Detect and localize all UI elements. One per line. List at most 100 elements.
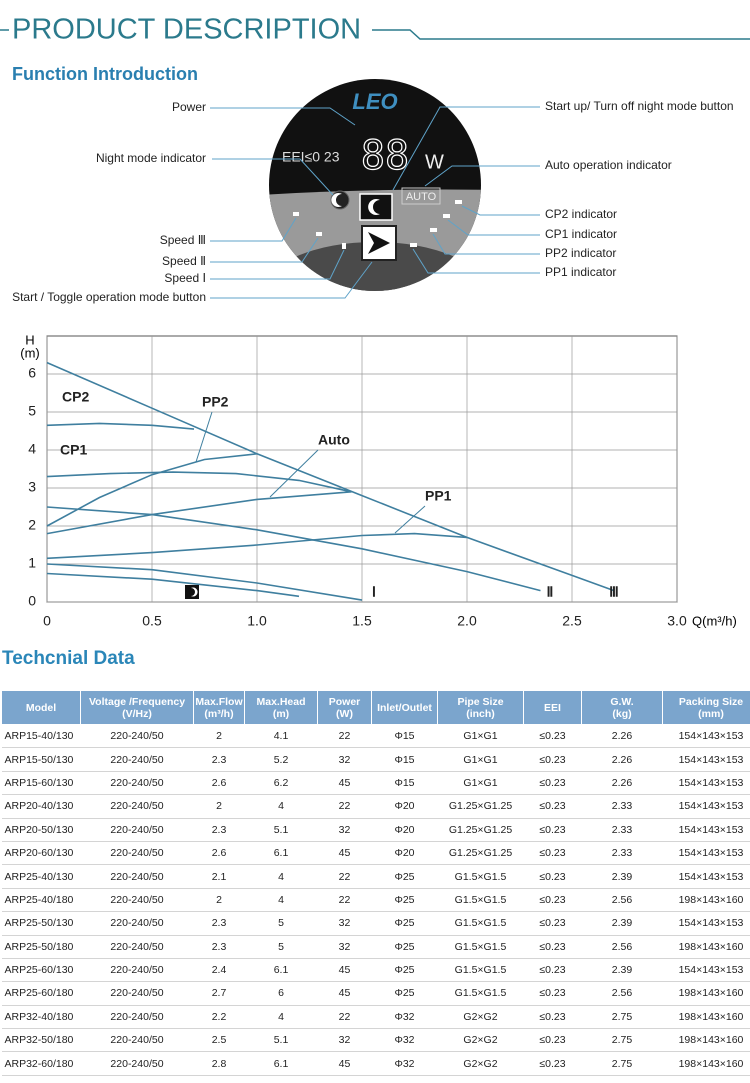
column-header: EEI: [523, 690, 582, 725]
table-cell: ≤0.23: [523, 747, 582, 772]
table-cell: Φ20: [371, 841, 438, 866]
table-cell: G1×G1: [437, 724, 524, 749]
title-rule: [372, 29, 750, 40]
header-text: G.W.: [610, 695, 634, 708]
table-cell: 220-240/50: [80, 1028, 194, 1053]
curve-label: Ⅲ: [609, 584, 619, 600]
table-cell: 2.33: [581, 794, 663, 819]
table-cell: G1×G1: [437, 747, 524, 772]
table-cell: 220-240/50: [80, 935, 194, 959]
table-cell: 5.1: [244, 818, 318, 842]
unit-display: W: [425, 151, 444, 173]
section-title: Techcnial Data: [2, 648, 135, 669]
table-cell: 2.56: [581, 888, 663, 913]
header-text: Power: [328, 695, 361, 708]
curve-label: CP1: [60, 442, 87, 458]
table-cell: 22: [317, 888, 372, 913]
table-cell: Φ20: [371, 818, 438, 842]
table-cell: 220-240/50: [80, 958, 194, 983]
auto-box: [401, 187, 441, 205]
table-cell: 220-240/50: [80, 841, 194, 866]
function-label: Start up/ Turn off night mode button: [545, 99, 734, 113]
y-tick-label: 0: [28, 593, 36, 609]
table-cell: 5.2: [244, 747, 318, 772]
page-title: PRODUCT DESCRIPTION: [12, 14, 361, 46]
table-cell: ≤0.23: [523, 841, 582, 866]
table-cell: 198×143×160: [662, 888, 750, 913]
table-cell: Φ25: [371, 888, 438, 913]
table-cell: Φ32: [371, 1028, 438, 1053]
table-cell: ARP25-60/180: [1, 981, 81, 1006]
x-tick-label: 2.0: [457, 613, 477, 629]
table-cell: G1.25×G1.25: [437, 818, 524, 842]
leader-lines: [210, 106, 540, 299]
function-label: CP1 indicator: [545, 227, 617, 241]
night-curve-icon: [191, 587, 198, 597]
curve-label: Ⅱ: [547, 584, 554, 600]
table-row: ARP32-40/180 220-240/50 2.2 4 22 Φ32 G2×G2 ≤0.2…: [1, 1005, 750, 1030]
table-row: ARP25-50/130 220-240/50 2.3 5 32 Φ25 G1.5×G1.5…: [1, 911, 750, 936]
table-cell: ARP15-60/130: [1, 771, 81, 796]
table-cell: 4: [244, 794, 318, 819]
table-cell: 45: [317, 981, 372, 1006]
table-row: ARP25-40/180 220-240/50 2 4 22 Φ25 G1.5×G1.5 ≤0…: [1, 888, 750, 913]
night-button[interactable]: [359, 193, 393, 221]
table-row: ARP15-60/130 220-240/50 2.6 6.2 45 Φ15 G1×G1 ≤0…: [1, 771, 750, 796]
table-cell: Φ32: [371, 1005, 438, 1030]
column-header: Max.Head (m): [244, 690, 318, 725]
curve-label: PP1: [425, 488, 452, 504]
table-cell: 220-240/50: [80, 864, 194, 889]
y-tick-label: 3: [28, 479, 36, 495]
top-area: PRODUCT DESCRIPTION Function Introductio…: [0, 14, 750, 629]
table-cell: 220-240/50: [80, 724, 194, 749]
y-tick-label: 2: [28, 517, 36, 533]
function-label: PP2 indicator: [545, 246, 616, 260]
table-cell: ≤0.23: [523, 724, 582, 749]
table-cell: Φ25: [371, 935, 438, 959]
table-cell: G1.5×G1.5: [437, 981, 524, 1006]
table-cell: 2.26: [581, 747, 663, 772]
table-cell: ARP20-40/130: [1, 794, 81, 819]
curve: [46, 453, 258, 527]
table-cell: 154×143×153: [662, 724, 750, 749]
x-tick-label: 3.0: [667, 613, 687, 629]
table-row: ARP20-40/130 220-240/50 2 4 22 Φ20 G1.25×G1.25…: [1, 794, 750, 819]
table-cell: 2.26: [581, 724, 663, 749]
table-cell: ≤0.23: [523, 958, 582, 983]
table-row: ARP25-40/130 220-240/50 2.1 4 22 Φ25 G1.5×G1.5…: [1, 864, 750, 889]
y-tick-label: 1: [28, 555, 36, 571]
table-cell: ARP25-40/130: [1, 864, 81, 889]
table-cell: ARP25-50/130: [1, 911, 81, 936]
table-cell: G2×G2: [437, 1028, 524, 1053]
table-cell: 6.2: [244, 771, 318, 796]
table-cell: ARP20-60/130: [1, 841, 81, 866]
table-cell: 2.33: [581, 818, 663, 842]
table-cell: 220-240/50: [80, 1005, 194, 1030]
table-cell: 220-240/50: [80, 981, 194, 1006]
label-leader: [269, 449, 319, 498]
table-cell: 2.2: [193, 1005, 245, 1030]
table-cell: 22: [317, 864, 372, 889]
table-cell: 198×143×160: [662, 935, 750, 959]
table-row: ARP15-50/130 220-240/50 2.3 5.2 32 Φ15 G1×G1 ≤0…: [1, 747, 750, 772]
section-title: Function Introduction: [12, 64, 198, 84]
table-cell: 2.3: [193, 911, 245, 936]
table-cell: Φ32: [371, 1051, 438, 1076]
table-cell: 2.3: [193, 747, 245, 772]
curve: [46, 532, 468, 560]
curve: [46, 422, 195, 430]
table-cell: ARP15-40/130: [1, 724, 81, 749]
table-cell: 154×143×153: [662, 958, 750, 983]
curve-label: CP2: [62, 389, 89, 405]
table-cell: 45: [317, 958, 372, 983]
curve: [46, 471, 352, 493]
table-cell: 2: [193, 724, 245, 749]
table-cell: 2.8: [193, 1051, 245, 1076]
table-row: ARP20-50/130 220-240/50 2.3 5.1 32 Φ20 G1.25×G…: [1, 818, 750, 842]
table-cell: 45: [317, 841, 372, 866]
moon-icon: [331, 193, 342, 208]
header-text: Max.Head: [256, 695, 306, 708]
header-text: (inch): [466, 707, 495, 720]
label-leader: [195, 411, 213, 463]
table-cell: 2.3: [193, 818, 245, 842]
